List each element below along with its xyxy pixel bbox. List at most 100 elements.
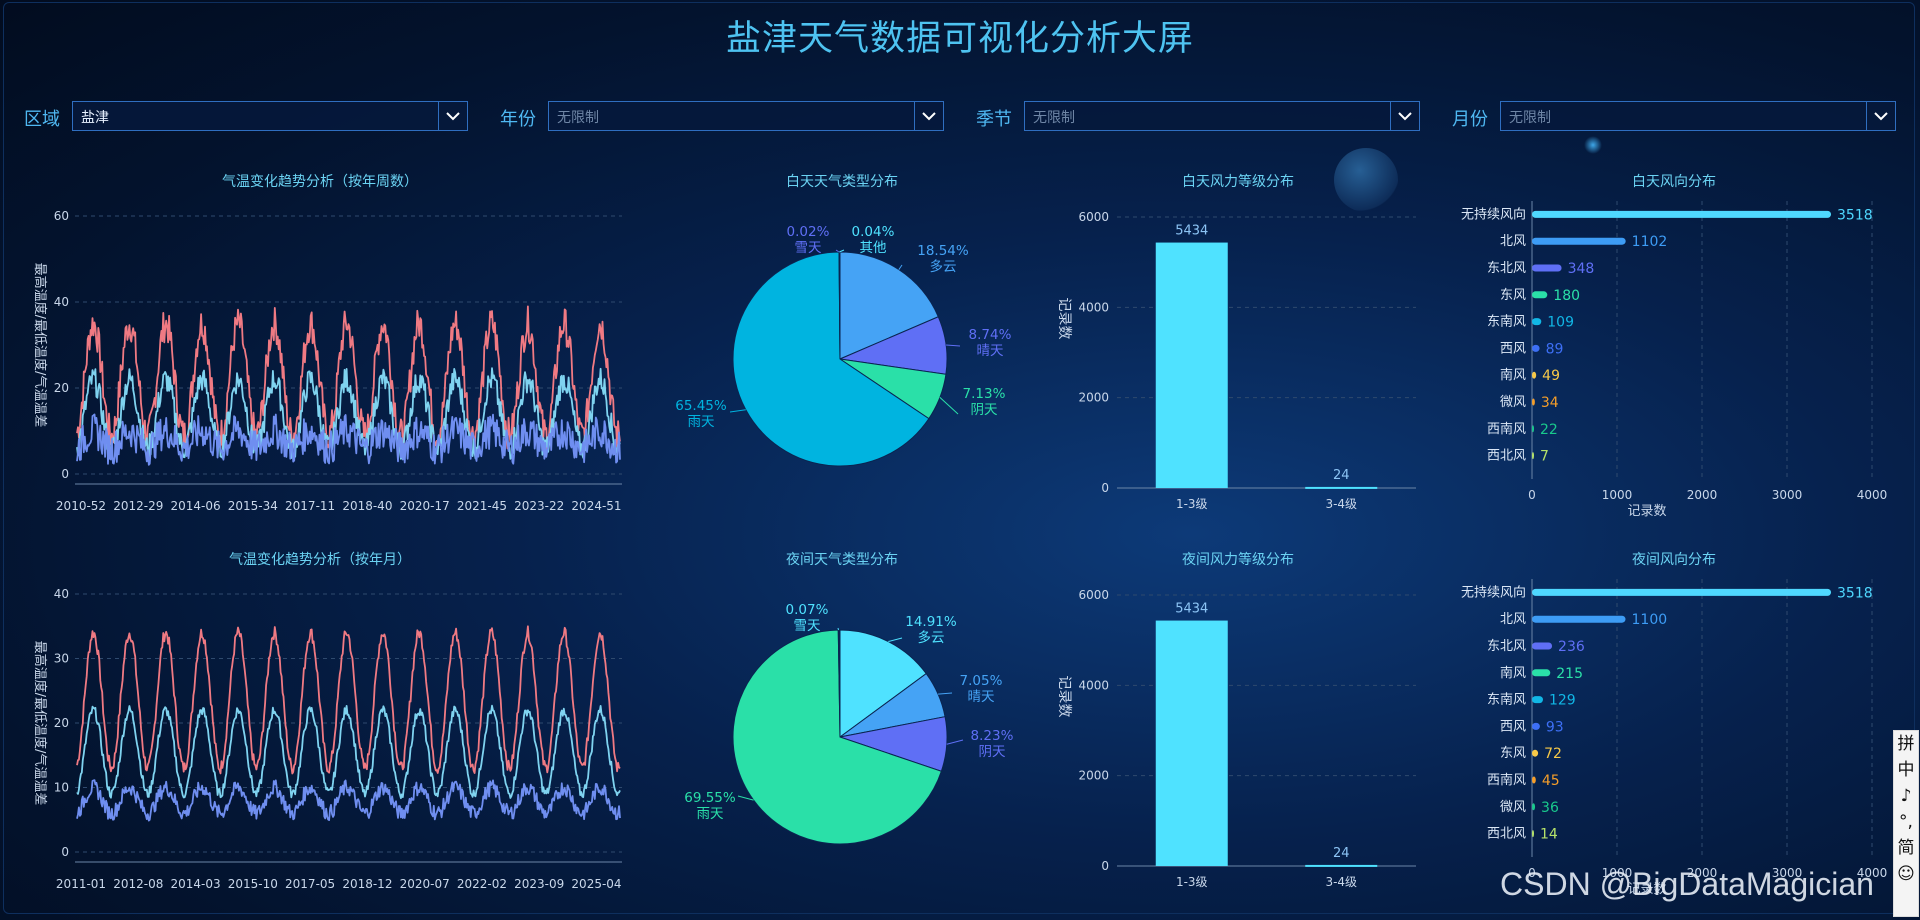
y-tick-label: 40 [54,587,69,601]
x-tick-label: 2014-03 [170,877,220,891]
x-tick-label: 2018-12 [342,877,392,891]
pie-name-label: 雪天 [794,618,822,634]
bar [1305,486,1378,489]
chart-title-temp-week: 气温变化趋势分析（按年周数） [222,174,418,190]
pie-leader-line [729,409,746,413]
ime-moon-icon[interactable]: ♪ [1900,786,1912,806]
hbar [1532,749,1539,757]
season-select[interactable]: 无限制 [1024,101,1420,131]
y-category-label: 东南风 [1487,314,1526,330]
y-category-label: 东风 [1500,288,1526,303]
hbar-value-label: 14 [1540,827,1558,843]
x-tick-label: 2023-09 [514,877,564,891]
y-tick-label: 30 [54,652,69,666]
pie-leader-line [937,692,953,695]
y-category-label: 北风 [1500,234,1526,249]
chevron-down-icon[interactable] [1866,102,1895,130]
x-tick-label: 2010-52 [56,499,106,513]
hbar [1532,642,1553,650]
ime-toolbar[interactable]: 拼 中 ♪ °, 简 ☺ [1893,730,1919,917]
hbar-value-label: 180 [1553,288,1580,304]
month-select-value: 无限制 [1509,110,1551,126]
pie-day-chart: 18.54%多云 8.74%晴天 7.13%阴天 65.45%雨天 0.02%雪天 0.0… [675,224,1012,467]
x-tick-label: 2017-05 [285,877,335,891]
x-tick-label: 4000 [1857,488,1888,502]
chart-title-dir-night: 夜间风向分布 [1632,552,1716,568]
bar-value-label: 24 [1333,468,1350,483]
pie-pct-label: 69.55% [684,790,736,806]
hbar [1532,264,1562,272]
y-category-label: 西风 [1500,719,1526,734]
chevron-down-icon[interactable] [438,102,467,130]
pie-name-label: 多云 [930,258,957,275]
pie-name-label: 其他 [860,240,887,256]
x-tick-label: 2024-51 [571,499,621,513]
chart-title-wind-night: 夜间风力等级分布 [1182,552,1294,568]
pie-name-label: 雨天 [688,414,716,430]
y-tick-label: 4000 [1078,678,1109,692]
y-category-label: 东南风 [1487,692,1526,708]
y-axis-label: 最高温度/最低温度/气温温差 [32,641,48,806]
chevron-down-icon[interactable] [1390,102,1419,130]
x-tick-label: 3000 [1772,488,1803,502]
y-tick-label: 0 [1101,481,1109,495]
hbar-value-label: 236 [1558,639,1585,655]
series-line-max [76,625,621,775]
chart-title-dir-day: 白天风向分布 [1632,174,1716,190]
hbar [1532,210,1832,218]
ime-chinese-icon[interactable]: 中 [1897,760,1915,780]
x-tick-label: 2021-45 [457,499,507,513]
ime-punct-icon[interactable]: °, [1899,812,1913,832]
chevron-down-icon[interactable] [914,102,943,130]
wind-day-bar-chart: 0 2000 4000 6000 记录数 5434 1-3级 24 3-4级 [1056,210,1416,511]
y-category-label: 西南风 [1487,772,1526,788]
y-tick-label: 20 [54,716,69,730]
x-tick-label: 2015-34 [228,499,278,513]
hbar-value-label: 1102 [1632,234,1668,250]
chart-title-temp-month: 气温变化趋势分析（按年月） [229,552,411,568]
chart-title-pie-day: 白天天气类型分布 [786,174,898,190]
y-tick-label: 10 [54,781,69,795]
series-line-max [76,305,621,452]
pie-pct-label: 14.91% [905,614,957,630]
temp-week-line-chart: 0 20 40 60 最高温度/最低温度/气温温差 2010-52 2012-29 2014-… [32,209,622,513]
y-category-label: 西北风 [1487,449,1526,464]
pie-leader-line [946,739,964,745]
hbar [1532,237,1626,245]
ime-simplified-icon[interactable]: 简 [1897,838,1915,858]
filter-label-month: 月份 [1452,109,1488,130]
y-category-label: 东北风 [1487,261,1526,276]
y-tick-label: 6000 [1078,588,1109,602]
hbar [1532,830,1534,838]
series-line-diff [76,413,621,466]
pie-leader-line [939,397,959,415]
hbar-value-label: 45 [1542,773,1560,789]
month-select[interactable]: 无限制 [1500,101,1896,131]
x-tick-label: 2012-29 [113,499,163,513]
x-tick-label: 0 [1528,488,1536,502]
temp-month-line-chart: 0 10 20 30 40 最高温度/最低温度/气温温差 2011-01 2012-08 201… [32,587,622,891]
x-tick-label: 2020-17 [400,499,450,513]
year-select-value: 无限制 [557,110,599,126]
year-select[interactable]: 无限制 [548,101,944,131]
pie-slice [732,629,942,845]
hbar [1532,776,1536,784]
chart-title-wind-day: 白天风力等级分布 [1182,174,1294,190]
hbar-value-label: 215 [1556,666,1583,682]
decorative-planet [1334,148,1398,212]
y-tick-label: 20 [54,381,69,395]
y-tick-label: 6000 [1078,210,1109,224]
dir-night-hbar-chart: 0 1000 2000 3000 4000 记录数 无持续风向 3518 北风 1100 东北风 23… [1461,579,1887,897]
x-tick-label: 0 [1528,866,1536,880]
series-line-min [76,367,621,461]
hbar-value-label: 1100 [1632,612,1668,628]
hbar [1532,803,1536,811]
y-category-label: 南风 [1500,367,1526,383]
y-tick-label: 0 [61,845,69,859]
x-tick-label: 2000 [1687,866,1718,880]
ime-emoji-icon[interactable]: ☺ [1897,864,1915,884]
ime-pinyin-icon[interactable]: 拼 [1897,734,1915,754]
region-select[interactable]: 盐津 [72,101,468,131]
hbar [1532,588,1832,596]
pie-name-label: 阴天 [971,402,999,418]
